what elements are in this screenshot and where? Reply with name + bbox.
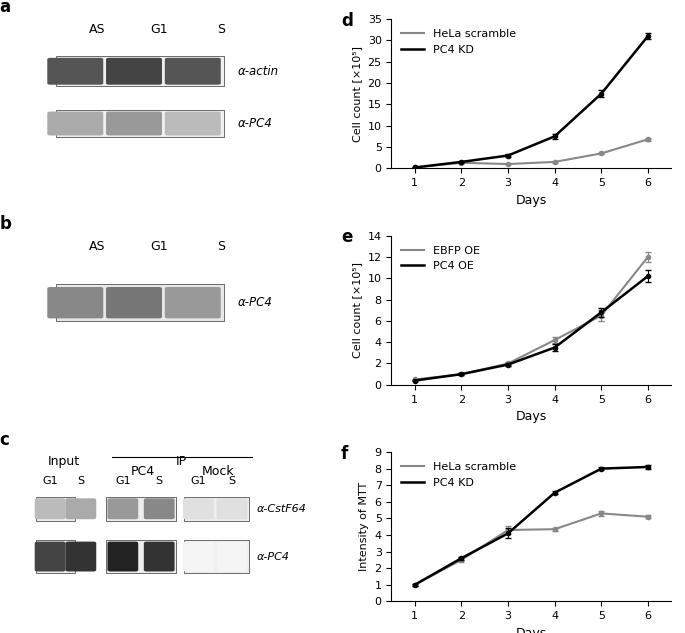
Text: AS: AS bbox=[90, 240, 106, 253]
FancyBboxPatch shape bbox=[36, 540, 75, 573]
Text: α-CstF64: α-CstF64 bbox=[257, 504, 307, 514]
FancyBboxPatch shape bbox=[36, 497, 75, 521]
Text: α-actin: α-actin bbox=[238, 65, 279, 78]
FancyBboxPatch shape bbox=[165, 58, 221, 85]
Text: d: d bbox=[341, 11, 353, 30]
FancyBboxPatch shape bbox=[55, 110, 223, 137]
Text: AS: AS bbox=[90, 23, 106, 37]
FancyBboxPatch shape bbox=[184, 540, 249, 573]
FancyBboxPatch shape bbox=[35, 498, 66, 519]
FancyBboxPatch shape bbox=[184, 497, 249, 521]
Text: b: b bbox=[0, 215, 12, 232]
Text: G1: G1 bbox=[151, 23, 168, 37]
FancyBboxPatch shape bbox=[55, 284, 223, 322]
FancyBboxPatch shape bbox=[106, 287, 162, 318]
Text: c: c bbox=[0, 431, 10, 449]
FancyBboxPatch shape bbox=[165, 111, 221, 135]
Text: a: a bbox=[0, 0, 11, 16]
FancyBboxPatch shape bbox=[106, 497, 176, 521]
X-axis label: Days: Days bbox=[516, 410, 547, 423]
FancyBboxPatch shape bbox=[106, 58, 162, 85]
FancyBboxPatch shape bbox=[47, 287, 103, 318]
Text: Mock: Mock bbox=[201, 465, 234, 479]
FancyBboxPatch shape bbox=[108, 498, 138, 519]
FancyBboxPatch shape bbox=[55, 56, 223, 86]
Text: S: S bbox=[155, 476, 163, 486]
FancyBboxPatch shape bbox=[47, 111, 103, 135]
FancyBboxPatch shape bbox=[66, 498, 97, 519]
Text: S: S bbox=[77, 476, 84, 486]
Legend: HeLa scramble, PC4 KD: HeLa scramble, PC4 KD bbox=[397, 25, 520, 59]
FancyBboxPatch shape bbox=[216, 542, 247, 572]
Legend: HeLa scramble, PC4 KD: HeLa scramble, PC4 KD bbox=[397, 458, 520, 492]
FancyBboxPatch shape bbox=[108, 542, 138, 572]
Text: IP: IP bbox=[176, 455, 187, 468]
Text: G1: G1 bbox=[115, 476, 131, 486]
Text: S: S bbox=[216, 23, 225, 37]
FancyBboxPatch shape bbox=[47, 58, 103, 85]
FancyBboxPatch shape bbox=[183, 498, 214, 519]
Text: α-PC4: α-PC4 bbox=[238, 117, 273, 130]
FancyBboxPatch shape bbox=[144, 498, 175, 519]
Text: PC4: PC4 bbox=[130, 465, 155, 479]
Legend: EBFP OE, PC4 OE: EBFP OE, PC4 OE bbox=[397, 241, 484, 275]
X-axis label: Days: Days bbox=[516, 194, 547, 206]
Text: S: S bbox=[228, 476, 236, 486]
FancyBboxPatch shape bbox=[216, 498, 247, 519]
Text: G1: G1 bbox=[42, 476, 58, 486]
Y-axis label: Intensity of MTT: Intensity of MTT bbox=[359, 482, 369, 572]
Text: G1: G1 bbox=[190, 476, 206, 486]
Text: f: f bbox=[341, 444, 349, 463]
Text: S: S bbox=[216, 240, 225, 253]
Text: α-PC4: α-PC4 bbox=[238, 296, 273, 309]
FancyBboxPatch shape bbox=[165, 287, 221, 318]
FancyBboxPatch shape bbox=[106, 111, 162, 135]
Y-axis label: Cell count [×10⁵]: Cell count [×10⁵] bbox=[352, 46, 362, 142]
FancyBboxPatch shape bbox=[106, 540, 176, 573]
Y-axis label: Cell count [×10⁵]: Cell count [×10⁵] bbox=[352, 262, 362, 358]
Text: Input: Input bbox=[48, 455, 80, 468]
Text: G1: G1 bbox=[151, 240, 168, 253]
Text: α-PC4: α-PC4 bbox=[257, 551, 290, 561]
X-axis label: Days: Days bbox=[516, 627, 547, 633]
FancyBboxPatch shape bbox=[183, 542, 214, 572]
FancyBboxPatch shape bbox=[144, 542, 175, 572]
FancyBboxPatch shape bbox=[66, 542, 97, 572]
Text: e: e bbox=[341, 228, 353, 246]
FancyBboxPatch shape bbox=[35, 542, 66, 572]
